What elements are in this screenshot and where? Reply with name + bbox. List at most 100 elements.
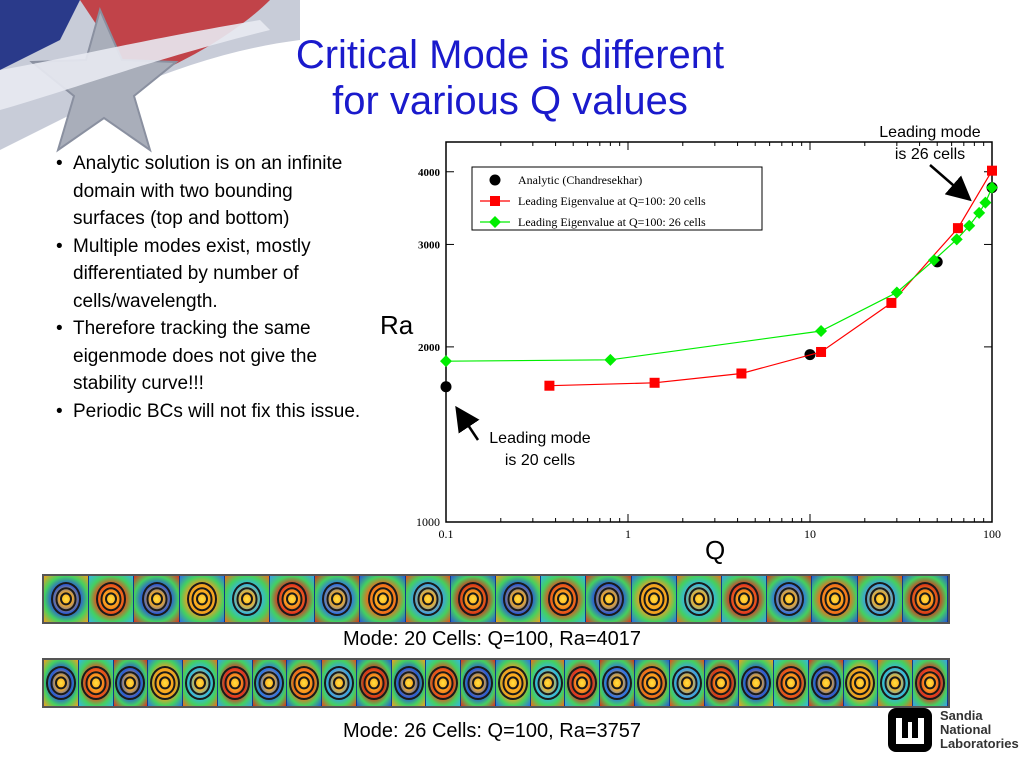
x-axis-label: Q bbox=[705, 535, 726, 565]
data-point bbox=[649, 377, 660, 388]
contour-ring bbox=[638, 582, 669, 616]
annotation-line: Leading mode bbox=[489, 430, 591, 447]
mode-cell bbox=[426, 660, 462, 706]
mode-cell bbox=[270, 576, 316, 622]
contour-ring bbox=[845, 666, 876, 700]
mode-26-cells-image bbox=[42, 658, 950, 708]
mode-cell bbox=[134, 576, 180, 622]
bullet-item: Therefore tracking the same eigenmode do… bbox=[56, 315, 366, 398]
mode-cell bbox=[450, 576, 497, 622]
mode-cell bbox=[704, 660, 740, 706]
mode-cell bbox=[356, 660, 392, 706]
contour-ring bbox=[503, 582, 534, 616]
contour-ring bbox=[358, 666, 389, 700]
data-point bbox=[440, 381, 452, 393]
mode-cell bbox=[183, 660, 218, 706]
contour-ring bbox=[428, 666, 459, 700]
contour-ring bbox=[683, 582, 714, 616]
mode-cell bbox=[78, 660, 114, 706]
mode-cell bbox=[722, 576, 768, 622]
mode-cell bbox=[669, 660, 705, 706]
mode-cell bbox=[89, 576, 135, 622]
contour-ring bbox=[593, 582, 624, 616]
data-point bbox=[489, 174, 501, 186]
mode-cell bbox=[252, 660, 288, 706]
data-point bbox=[979, 196, 992, 209]
mode-cell bbox=[287, 660, 323, 706]
contour-ring bbox=[277, 582, 308, 616]
contour-ring bbox=[729, 582, 760, 616]
data-point bbox=[815, 324, 828, 337]
mode-cell bbox=[113, 660, 149, 706]
bullet-item: Multiple modes exist, mostly differentia… bbox=[56, 233, 366, 316]
mode-cell bbox=[179, 576, 225, 622]
slide-title-line-2: for various Q values bbox=[332, 79, 688, 123]
x-tick-label: 100 bbox=[983, 527, 1001, 541]
mode-cell bbox=[315, 576, 361, 622]
sandia-logo: Sandia National Laboratories bbox=[888, 708, 1019, 752]
ra-vs-q-chart: 1000 2000 3000 4000 0.1 1 10 100 Analytic (Chan… bbox=[416, 141, 1001, 541]
contour-ring bbox=[254, 666, 285, 700]
mode-cell bbox=[44, 576, 90, 622]
mode-cell bbox=[565, 660, 601, 706]
legend-label: Analytic (Chandresekhar) bbox=[518, 173, 642, 187]
contour-ring bbox=[367, 582, 398, 616]
data-point bbox=[489, 216, 501, 228]
legend-label: Leading Eigenvalue at Q=100: 26 cells bbox=[518, 215, 706, 229]
annotation-line: Leading mode bbox=[879, 124, 981, 141]
data-point bbox=[544, 380, 555, 391]
contour-ring bbox=[51, 582, 82, 616]
mode-cell bbox=[857, 576, 903, 622]
contour-ring bbox=[141, 582, 172, 616]
series bbox=[440, 181, 998, 368]
data-point bbox=[890, 286, 903, 299]
mode-cell bbox=[44, 660, 79, 706]
y-tick-label: 4000 bbox=[418, 167, 441, 179]
contour-ring bbox=[810, 666, 841, 700]
x-tick-label: 1 bbox=[625, 527, 631, 541]
mode-cell bbox=[405, 576, 451, 622]
slide-title-line-1: Critical Mode is different bbox=[295, 33, 725, 77]
mode-cell bbox=[541, 576, 587, 622]
annotation-leading-20: Leading mode is 20 cells bbox=[472, 428, 608, 472]
grid bbox=[445, 142, 993, 523]
contour-ring bbox=[706, 666, 737, 700]
mode-cell bbox=[676, 576, 723, 622]
y-axis-label: Ra bbox=[380, 310, 414, 340]
y-tick-label: 2000 bbox=[418, 342, 441, 354]
mode-cell bbox=[913, 660, 948, 706]
data-point bbox=[440, 355, 452, 368]
contour-ring bbox=[324, 666, 354, 700]
x-tick-label: 0.1 bbox=[439, 527, 454, 541]
sandia-logo-text: Sandia National Laboratories bbox=[940, 709, 1019, 751]
mode-cell bbox=[843, 660, 879, 706]
contour-ring bbox=[915, 666, 946, 700]
y-tick-label: 1000 bbox=[416, 515, 440, 529]
contour-ring bbox=[567, 666, 598, 700]
data-point bbox=[886, 297, 897, 308]
annotation-leading-26: Leading mode is 26 cells bbox=[862, 122, 998, 166]
contour-ring bbox=[96, 582, 127, 616]
contour-ring bbox=[775, 666, 806, 700]
annotation-line: is 20 cells bbox=[504, 452, 576, 469]
contour-ring bbox=[463, 666, 494, 700]
mode-cell bbox=[495, 660, 531, 706]
series-layer bbox=[440, 165, 998, 393]
annotation-arrow-top bbox=[929, 164, 972, 202]
mode-cell bbox=[217, 660, 253, 706]
mode-20-cells-image bbox=[42, 574, 950, 624]
logo-text-line: National bbox=[940, 722, 992, 737]
data-point bbox=[987, 165, 997, 176]
mode-cell bbox=[767, 576, 813, 622]
data-point bbox=[973, 206, 986, 219]
slide-title: Critical Mode is different for various Q… bbox=[200, 32, 820, 124]
contour-ring bbox=[184, 666, 215, 700]
legend: Analytic (Chandresekhar) Leading Eigenval… bbox=[471, 166, 763, 231]
bullet-list: Analytic solution is on an infinite doma… bbox=[56, 150, 366, 425]
mode-cell bbox=[600, 660, 636, 706]
contour-ring bbox=[636, 666, 667, 700]
mode-cell bbox=[224, 576, 271, 622]
mode-cell bbox=[530, 660, 566, 706]
data-point bbox=[927, 254, 940, 267]
tick-labels: 1000 2000 3000 4000 0.1 1 10 100 bbox=[416, 167, 1001, 541]
